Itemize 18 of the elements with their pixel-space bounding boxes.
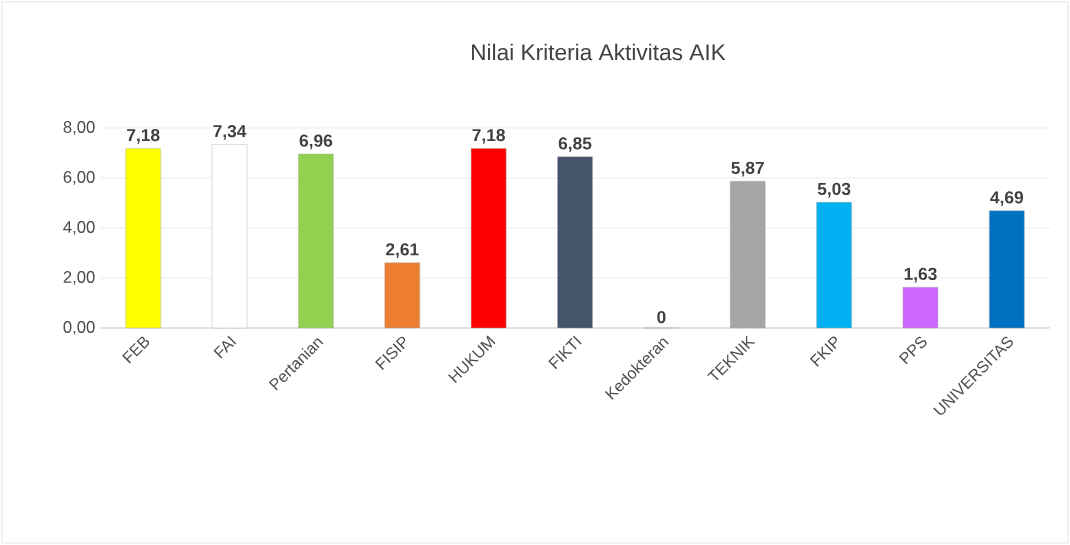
data-label: 2,61	[386, 243, 419, 259]
data-label: 6,85	[558, 137, 592, 153]
y-tick-label: 0,00	[63, 321, 95, 335]
data-label: 7,34	[213, 124, 247, 140]
x-tick-label: FAI	[213, 335, 237, 359]
y-tick-label: 6,00	[63, 171, 95, 185]
data-label: 6,96	[299, 134, 333, 150]
data-label: 1,63	[904, 267, 937, 283]
y-tick-label: 4,00	[63, 221, 95, 235]
data-label: 4,69	[990, 191, 1024, 207]
chart-title: Nilai Kriteria Aktivitas AIK	[472, 43, 726, 61]
data-label: 5,87	[731, 161, 764, 177]
data-label: 0	[657, 311, 666, 324]
data-label: 7,18	[127, 128, 160, 144]
data-label: 7,18	[472, 128, 505, 144]
y-tick-label: 8,00	[63, 121, 95, 135]
data-label: 5,03	[817, 182, 851, 198]
y-tick-label: 2,00	[63, 271, 95, 285]
